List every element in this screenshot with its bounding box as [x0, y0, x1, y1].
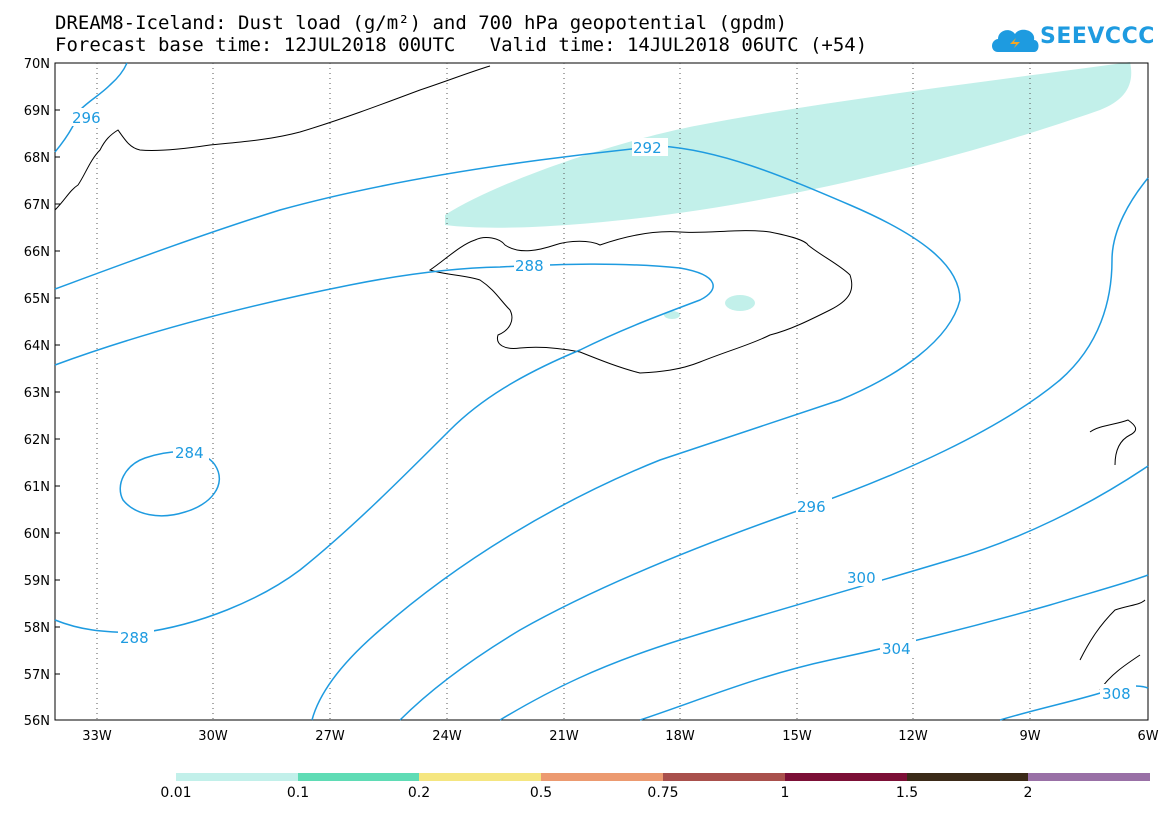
coastlines — [54, 65, 1146, 691]
colorbar-label: 1.5 — [895, 785, 919, 801]
contour-label-296-nw: 296 — [72, 109, 101, 127]
greenland-coast — [54, 65, 491, 211]
seevccc-cloud-logo-icon — [992, 29, 1039, 52]
contour-296-nw — [54, 62, 128, 153]
lat-label: 65N — [24, 292, 50, 307]
lat-label: 70N — [24, 57, 50, 72]
colorbar-label: 1 — [780, 785, 790, 801]
contour-labels: 296 292 288 284 288 296 300 304 308 — [72, 109, 1131, 703]
contour-296 — [399, 177, 1149, 721]
colorbar-segment — [176, 773, 298, 781]
contour-284 — [119, 451, 221, 517]
colorbar-segment — [1028, 773, 1150, 781]
map-title-line-2: Forecast base time: 12JUL2018 00UTC Vali… — [55, 34, 868, 56]
lat-label: 67N — [24, 198, 50, 213]
colorbar-label: 2 — [1023, 785, 1033, 801]
colorbar-segment — [907, 773, 1028, 781]
lon-label: 27W — [315, 729, 345, 744]
lat-label: 69N — [24, 104, 50, 119]
lat-label: 68N — [24, 151, 50, 166]
colorbar-label: 0.2 — [407, 785, 431, 801]
longitude-labels: 33W 30W 27W 24W 21W 18W 15W 12W 9W 6W — [82, 729, 1158, 744]
lat-label: 62N — [24, 433, 50, 448]
lon-label: 9W — [1019, 729, 1040, 744]
colorbar-segment — [785, 773, 907, 781]
iceland-coast — [428, 230, 853, 374]
contour-label-288-sw: 288 — [120, 629, 149, 647]
contour-288-iceland — [54, 263, 714, 634]
map-title-line-1: DREAM8-Iceland: Dust load (g/m²) and 700… — [55, 12, 788, 34]
colorbar-label: 0.1 — [286, 785, 310, 801]
colorbar-segment — [298, 773, 419, 781]
lat-label: 57N — [24, 668, 50, 683]
colorbar-label: 0.01 — [160, 785, 192, 801]
lon-label: 6W — [1137, 729, 1158, 744]
dust-patch-iceland-1 — [725, 295, 755, 311]
dust-patch-iceland-2 — [664, 311, 680, 319]
lon-label: 15W — [782, 729, 812, 744]
lon-label: 33W — [82, 729, 112, 744]
lon-label: 18W — [665, 729, 695, 744]
contour-label-304: 304 — [882, 640, 911, 658]
lat-label: 60N — [24, 527, 50, 542]
colorbar-label: 0.75 — [647, 785, 679, 801]
colorbar-segment — [663, 773, 785, 781]
lon-label: 12W — [898, 729, 928, 744]
faroe-islands — [1089, 419, 1137, 466]
contour-label-292: 292 — [633, 139, 662, 157]
lon-label: 30W — [198, 729, 228, 744]
contour-292 — [54, 145, 961, 721]
lat-label: 63N — [24, 386, 50, 401]
contour-label-boxes — [70, 108, 1136, 702]
lat-label: 61N — [24, 480, 50, 495]
lat-label: 64N — [24, 339, 50, 354]
lat-label: 59N — [24, 574, 50, 589]
dust-load-shading — [445, 62, 1132, 319]
contour-label-288-iceland: 288 — [515, 257, 544, 275]
axis-ticks — [55, 109, 60, 675]
contour-300 — [499, 465, 1149, 721]
colorbar-segment — [419, 773, 541, 781]
dust-plume-main — [445, 62, 1132, 228]
seevccc-logo-text: SEEVCCC — [1040, 24, 1155, 49]
contour-label-300: 300 — [847, 569, 876, 587]
latitude-labels: 70N 69N 68N 67N 66N 65N 64N 63N 62N 61N … — [24, 57, 50, 729]
contour-label-308: 308 — [1102, 685, 1131, 703]
contour-label-284: 284 — [175, 444, 204, 462]
lon-label: 24W — [432, 729, 462, 744]
lat-label: 66N — [24, 245, 50, 260]
lon-label: 21W — [549, 729, 579, 744]
colorbar-segment — [541, 773, 663, 781]
colorbar-label: 0.5 — [529, 785, 553, 801]
scotland-coast — [1079, 599, 1146, 691]
colorbar — [176, 773, 1150, 781]
lat-label: 56N — [24, 714, 50, 729]
lat-label: 58N — [24, 621, 50, 636]
contour-label-296: 296 — [797, 498, 826, 516]
